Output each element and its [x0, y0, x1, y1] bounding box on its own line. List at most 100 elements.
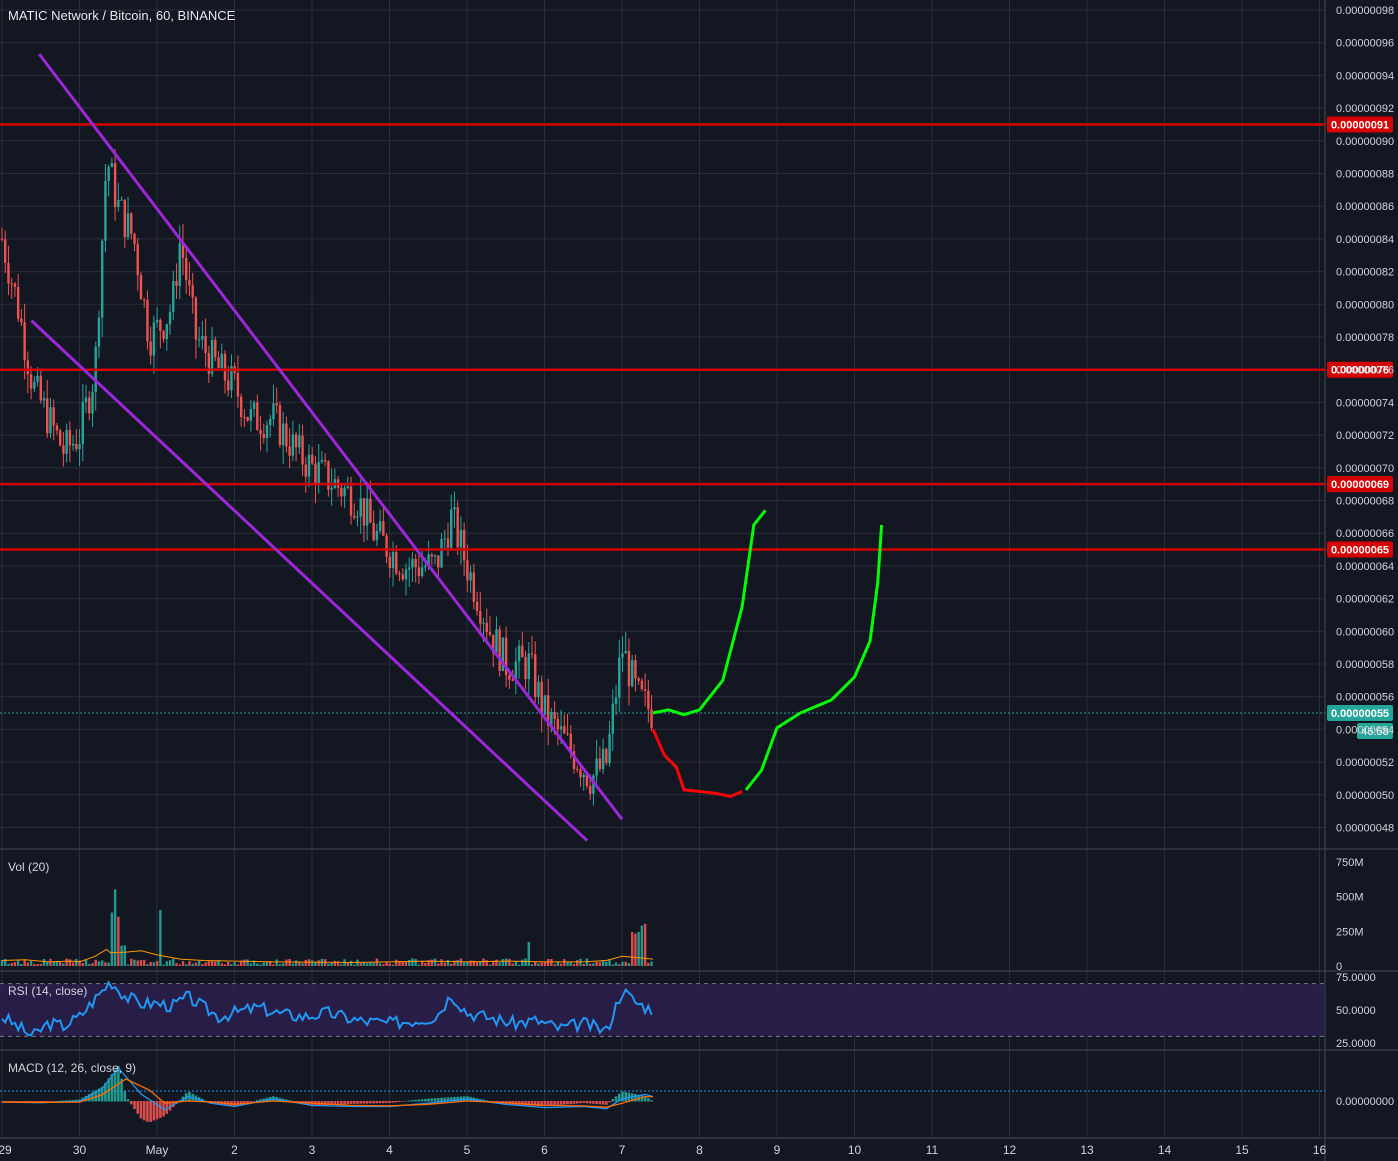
macd-histogram-bar	[617, 1093, 621, 1102]
candle-body	[291, 434, 295, 456]
macd-histogram-bar	[563, 1101, 566, 1105]
candle-body	[165, 324, 169, 339]
volume-bar	[495, 959, 498, 966]
projection-paths	[651, 509, 884, 798]
candle-body	[459, 530, 463, 548]
candle-body	[133, 233, 136, 245]
volume-bar	[598, 962, 602, 966]
price-tick-label: 0.00000082	[1336, 267, 1394, 279]
candle-body	[576, 768, 579, 770]
volume-bar	[582, 963, 585, 966]
volume-bar	[537, 963, 540, 966]
candle-body	[197, 339, 201, 341]
price-tick-label: 0.00000096	[1336, 38, 1394, 50]
macd-histogram-bar	[133, 1101, 136, 1110]
candle-body	[437, 555, 440, 568]
candle-body	[356, 516, 359, 518]
candle-body	[81, 402, 84, 445]
volume-bar	[527, 941, 530, 966]
candle-body	[301, 435, 304, 465]
candle-body	[598, 758, 602, 770]
macd-histogram-bar	[556, 1101, 560, 1106]
macd-histogram-bar	[404, 1100, 408, 1102]
volume-bar	[433, 958, 437, 966]
macd-histogram-bar	[585, 1101, 589, 1104]
volume-bar	[514, 960, 518, 966]
macd-histogram-bar	[579, 1101, 582, 1104]
candle-body	[462, 530, 466, 561]
macd-histogram-bar	[588, 1101, 592, 1104]
candle-body	[262, 433, 265, 439]
macd-histogram-bar	[149, 1101, 152, 1122]
candle-body	[117, 199, 120, 208]
volume-bar	[462, 962, 466, 966]
candle-body	[372, 522, 375, 541]
macd-histogram-bar	[569, 1101, 573, 1105]
macd-histogram-bar	[543, 1101, 547, 1107]
volume-bar	[550, 958, 553, 966]
macd-histogram-bar	[71, 1099, 75, 1102]
macd-histogram-bar	[524, 1101, 527, 1106]
volume-bar	[4, 959, 7, 966]
volume-bar	[104, 962, 107, 966]
volume-bar	[13, 962, 17, 966]
candle-body	[492, 634, 495, 653]
candle-body	[601, 748, 605, 770]
macd-histogram-bar	[614, 1096, 618, 1102]
macd-histogram-bar	[26, 1101, 30, 1103]
candle-body	[317, 462, 320, 485]
volume-bar	[71, 962, 75, 966]
volume-bar	[272, 964, 275, 966]
candle-body	[146, 299, 149, 342]
candle-body	[155, 319, 159, 323]
volume-bar	[207, 961, 211, 966]
macd-histogram-bar	[259, 1099, 262, 1102]
rsi-line	[1, 979, 653, 1037]
volume-bar	[152, 962, 156, 966]
volume-bar	[311, 960, 314, 966]
macd-histogram-bar	[650, 1100, 653, 1102]
candle-body	[42, 398, 46, 401]
macd-histogram-bar	[23, 1101, 26, 1103]
horizontal-levels: 0.00000091 0.00000076 0.00000069 0.00000065…	[0, 116, 1393, 740]
candle-body	[130, 213, 133, 234]
volume-bar	[168, 960, 172, 966]
macd-histogram-bar	[323, 1101, 327, 1106]
volume-bar	[110, 912, 114, 966]
time-tick-label: 14	[1158, 1143, 1172, 1157]
time-tick-label: 3	[309, 1143, 316, 1157]
volume-bar	[543, 962, 547, 966]
candle-body	[275, 403, 278, 406]
volume-bar	[385, 962, 388, 966]
volume-bar	[210, 960, 214, 966]
rsi-label: RSI (14, close)	[8, 984, 88, 998]
macd-histogram-bar	[424, 1098, 427, 1102]
volume-bar	[252, 960, 256, 966]
candle-body	[385, 535, 388, 557]
candle-body	[272, 403, 275, 420]
time-tick-label: 4	[386, 1143, 393, 1157]
volume-bar	[217, 960, 220, 966]
macd-histogram-bar	[29, 1101, 33, 1103]
candle-body	[97, 317, 101, 347]
candle-body	[485, 622, 488, 633]
price-tick-label: 0.00000072	[1336, 430, 1394, 442]
volume-bar	[411, 958, 414, 966]
volume-bar	[236, 964, 240, 966]
macd-histogram-bar	[91, 1092, 94, 1102]
macd-histogram-bar	[136, 1101, 140, 1114]
volume-bar	[553, 964, 556, 966]
candle-body	[582, 774, 585, 778]
volume-bar	[97, 961, 101, 966]
candle-body	[65, 430, 68, 454]
falling-wedge-channel	[30, 53, 624, 842]
macd-histogram-bar	[45, 1101, 49, 1103]
price-tick-label: 0.00000064	[1336, 561, 1394, 573]
candle-body	[149, 341, 152, 356]
candle-body	[537, 681, 540, 698]
volume-bar	[401, 961, 404, 966]
macd-histogram-bar	[262, 1098, 266, 1102]
time-tick-label: 8	[696, 1143, 703, 1157]
candle-body	[411, 558, 414, 568]
price-tick-label: 0.00000066	[1336, 528, 1394, 540]
